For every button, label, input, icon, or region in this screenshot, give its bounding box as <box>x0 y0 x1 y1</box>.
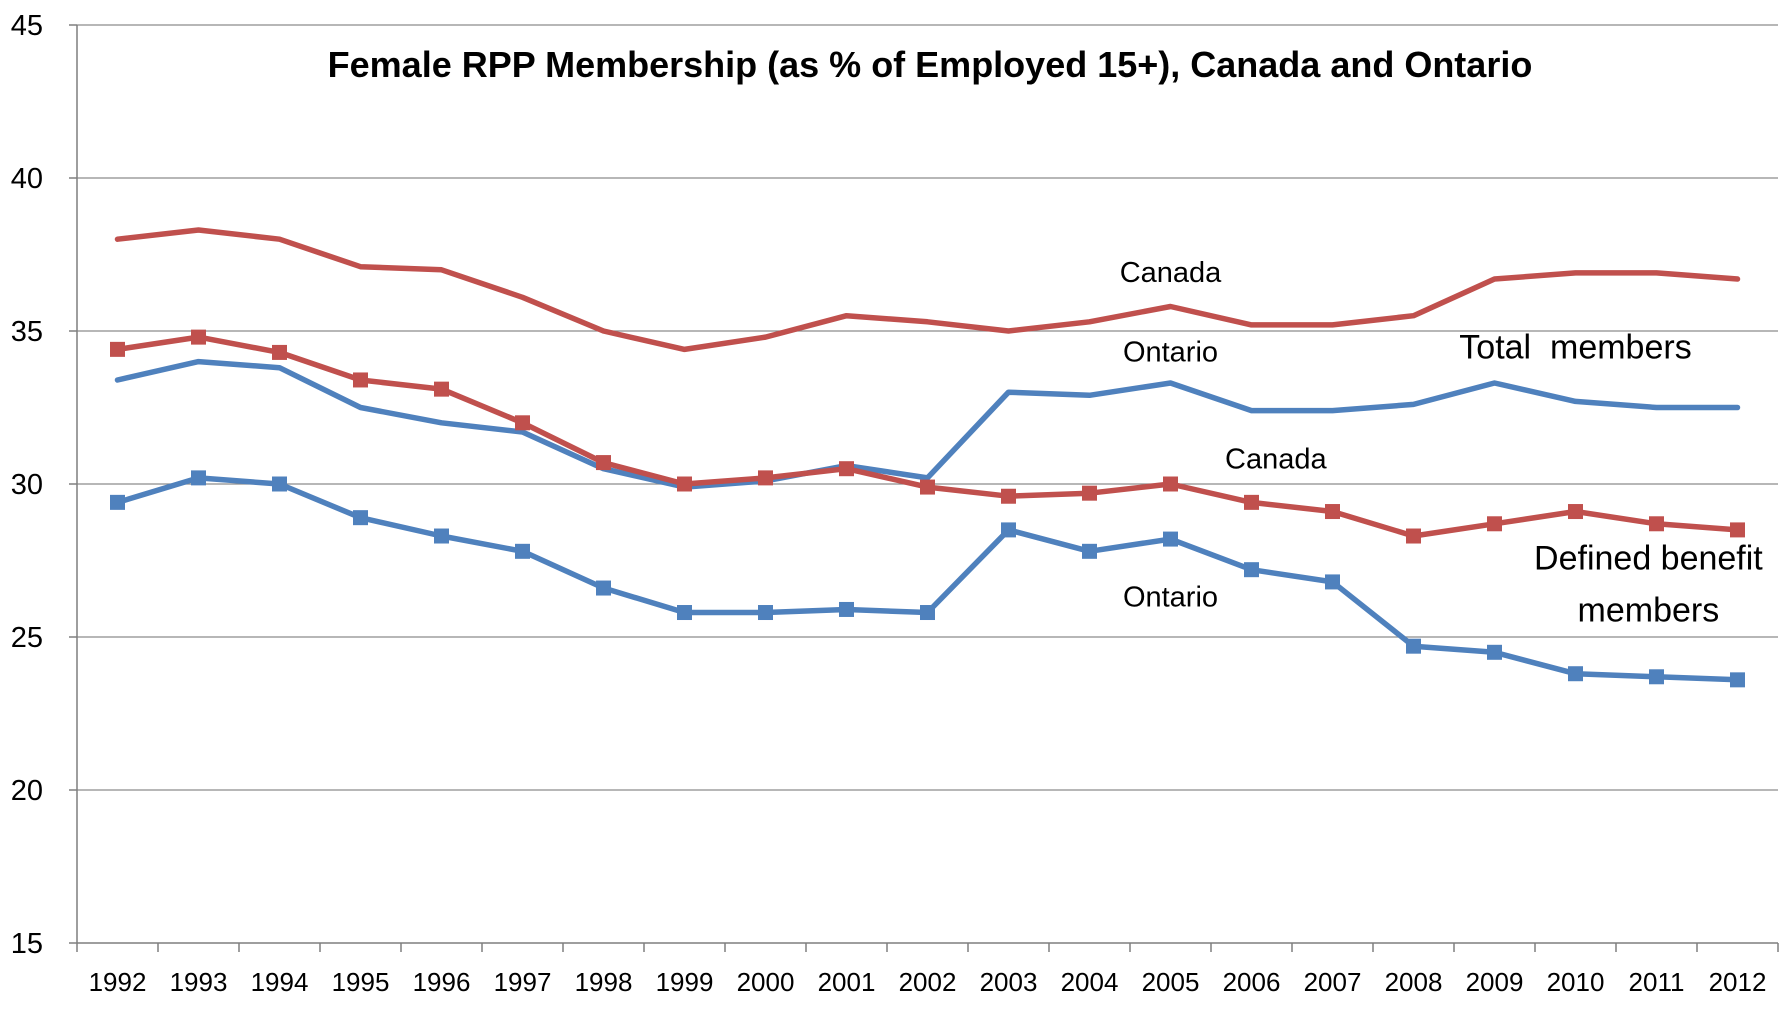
x-tick-label: 2010 <box>1547 967 1605 997</box>
series-3-point-2004 <box>1082 543 1097 559</box>
series-line-2 <box>114 334 1741 539</box>
y-tick-label: 20 <box>11 775 43 807</box>
series-2-point-2002 <box>920 479 935 495</box>
series-3-point-1994 <box>272 476 287 492</box>
series-3-point-1998 <box>596 580 611 596</box>
x-tick-label: 1995 <box>332 967 390 997</box>
series-3-point-1995 <box>353 510 368 526</box>
annotation-label: members <box>1578 592 1720 630</box>
series-2-point-1998 <box>596 455 611 471</box>
series-line-0 <box>114 227 1741 353</box>
x-tick-label: 2009 <box>1466 967 1524 997</box>
series-3-point-1996 <box>434 528 449 544</box>
chart-title: Female RPP Membership (as % of Employed … <box>328 44 1533 85</box>
series-2-point-2011 <box>1649 516 1664 532</box>
series-2-point-1999 <box>677 476 692 492</box>
x-tick-label: 2011 <box>1629 967 1685 997</box>
series-2-point-2001 <box>839 461 854 477</box>
y-tick-label: 45 <box>11 10 43 42</box>
series-2-point-2008 <box>1406 528 1421 544</box>
series-3-point-2001 <box>839 601 854 617</box>
series-2-point-1994 <box>272 344 287 360</box>
x-tick-label: 1997 <box>494 967 552 997</box>
series-3-point-2002 <box>920 605 935 621</box>
series-2-point-2000 <box>758 470 773 486</box>
series-2-point-1995 <box>353 372 368 388</box>
x-tick-label: 2006 <box>1223 967 1281 997</box>
series-3-point-2003 <box>1001 522 1016 538</box>
series-3-point-1992 <box>110 494 125 510</box>
x-tick-label: 2007 <box>1304 967 1362 997</box>
series-2-point-1997 <box>515 415 530 431</box>
x-tick-label: 2002 <box>899 967 957 997</box>
series-3-point-2009 <box>1487 644 1502 660</box>
series-3-point-2007 <box>1325 574 1340 590</box>
series-2-point-2003 <box>1001 488 1016 504</box>
series-2-point-2006 <box>1244 494 1259 510</box>
annotation-label: Ontario <box>1123 581 1218 613</box>
series-3-point-2006 <box>1244 562 1259 578</box>
series-3-point-1999 <box>677 605 692 621</box>
series-3-point-2012 <box>1730 672 1745 688</box>
annotation-label: Canada <box>1120 257 1222 289</box>
y-tick-label: 25 <box>11 622 43 654</box>
series-3-point-2011 <box>1649 669 1664 685</box>
series-2-point-2007 <box>1325 504 1340 520</box>
y-tick-label: 15 <box>11 928 43 960</box>
series-line-1 <box>114 358 1741 490</box>
x-tick-label: 2003 <box>980 967 1038 997</box>
x-tick-label: 2012 <box>1709 967 1767 997</box>
x-tick-labels: 1992 1993 1994 1995 1996 1997 1998 1999 2000 2001… <box>89 967 1767 997</box>
series-3-point-1993 <box>191 470 206 486</box>
x-tick-label: 1998 <box>575 967 633 997</box>
annotation-label: Ontario <box>1123 337 1218 369</box>
series-2-point-2009 <box>1487 516 1502 532</box>
annotation-label: Defined benefit <box>1534 540 1763 578</box>
y-tick-labels: 15 20 25 30 35 40 45 <box>11 10 43 960</box>
annotations: Canada Ontario Total members Canada Defined … <box>1120 257 1764 630</box>
x-tick-label: 1996 <box>413 967 471 997</box>
series-3-point-2005 <box>1163 531 1178 547</box>
axes <box>76 25 1778 944</box>
series-3-point-2008 <box>1406 638 1421 654</box>
x-tick-label: 2004 <box>1061 967 1119 997</box>
series-3-point-2000 <box>758 605 773 621</box>
series-2-point-2005 <box>1163 476 1178 492</box>
annotation-label: Total members <box>1459 329 1691 367</box>
series-2-point-1996 <box>434 381 449 397</box>
x-tick-label: 1993 <box>170 967 228 997</box>
series-2-point-2012 <box>1730 522 1745 538</box>
x-tick-label: 2005 <box>1142 967 1200 997</box>
series-2-point-1992 <box>110 341 125 357</box>
annotation-label: Canada <box>1225 444 1327 476</box>
x-tick-label: 1999 <box>656 967 714 997</box>
y-tick-label: 40 <box>11 163 43 195</box>
y-tick-label: 30 <box>11 469 43 501</box>
series-2-point-1993 <box>191 329 206 345</box>
series-2-point-2010 <box>1568 504 1583 520</box>
series-3-point-2010 <box>1568 666 1583 682</box>
series-markers <box>110 329 1745 688</box>
x-tick-label: 2008 <box>1385 967 1443 997</box>
series-2-point-2004 <box>1082 485 1097 501</box>
x-tick-label: 1992 <box>89 967 147 997</box>
x-tick-label: 2001 <box>818 967 876 997</box>
x-tick-label: 2000 <box>737 967 795 997</box>
y-tick-label: 35 <box>11 316 43 348</box>
x-tick-label: 1994 <box>251 967 309 997</box>
series-3-point-1997 <box>515 543 530 559</box>
